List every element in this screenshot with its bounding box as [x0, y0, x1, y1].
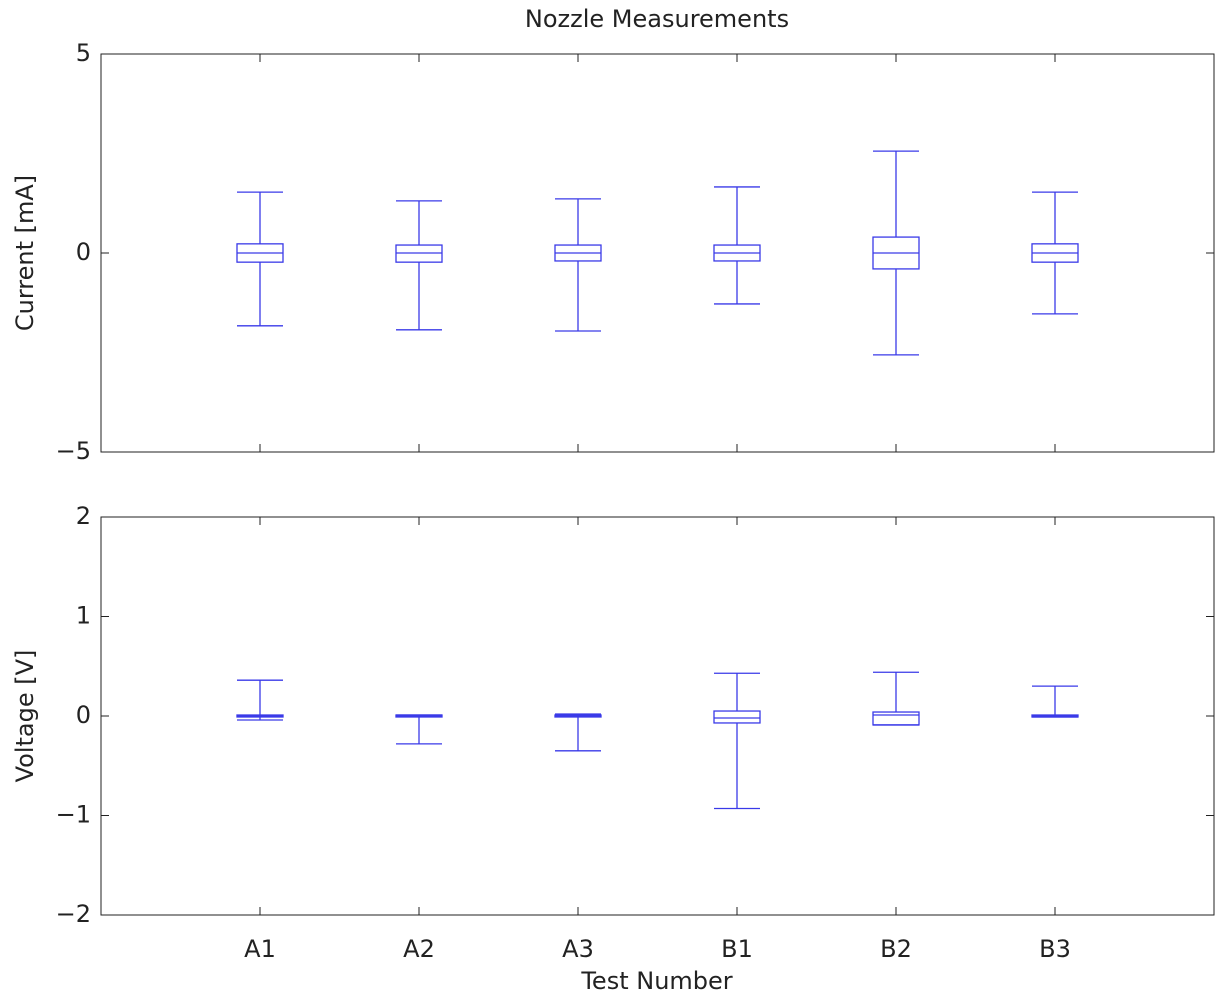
- chart-title: Nozzle Measurements: [525, 5, 789, 33]
- x-tick-label: B3: [1039, 935, 1071, 963]
- x-tick-label: A3: [562, 935, 594, 963]
- y-tick-label: 0: [76, 701, 91, 729]
- x-tick-label: B1: [721, 935, 753, 963]
- y-axis-label: Current [mA]: [11, 175, 39, 331]
- y-tick-label: −2: [56, 900, 91, 928]
- y-tick-label: 0: [76, 238, 91, 266]
- x-tick-label: A1: [244, 935, 276, 963]
- box: [872, 711, 920, 726]
- y-tick-label: 2: [76, 502, 91, 530]
- x-axis-label: Test Number: [580, 967, 732, 995]
- y-tick-label: 1: [76, 602, 91, 630]
- y-tick-label: −1: [56, 801, 91, 829]
- y-axis-label: Voltage [V]: [11, 650, 39, 783]
- box: [713, 710, 761, 724]
- y-tick-label: −5: [56, 437, 91, 465]
- x-tick-label: A2: [403, 935, 435, 963]
- x-tick-label: B2: [880, 935, 912, 963]
- y-tick-label: 5: [76, 39, 91, 67]
